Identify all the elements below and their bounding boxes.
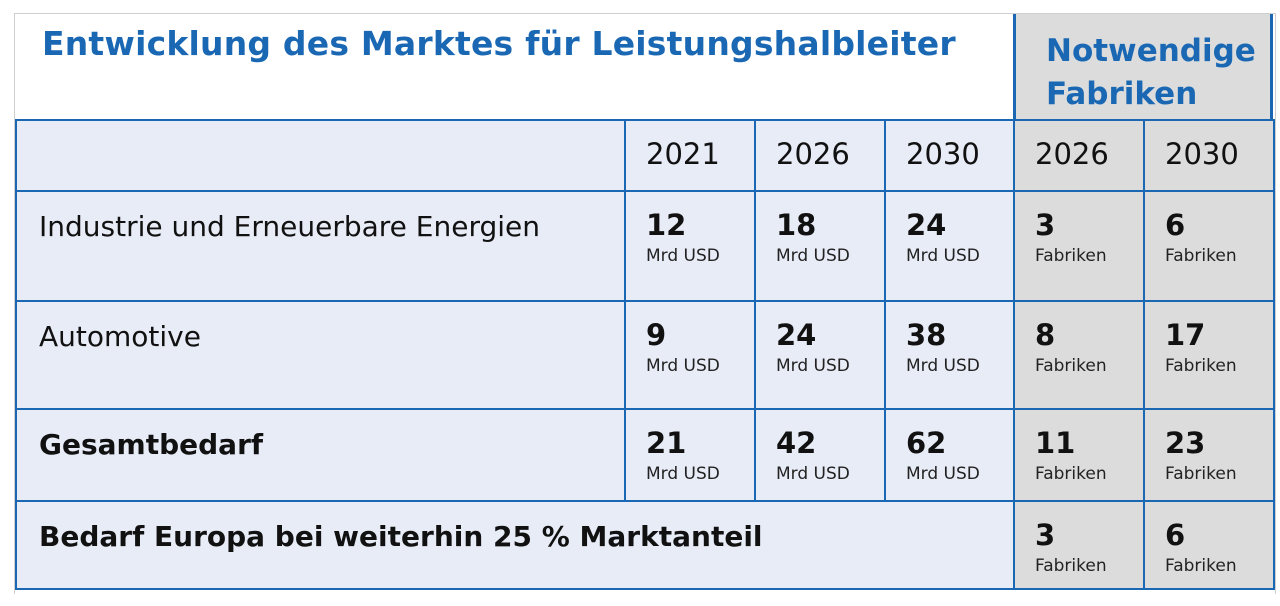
table-frame [14, 13, 1276, 594]
unit: Mrd USD [776, 356, 850, 376]
value-cell: 21 Mrd USD [625, 409, 755, 501]
row-label-text: Industrie und Erneuerbare Energien [39, 210, 541, 243]
market-table: 2021 2026 2030 2026 2030 Industrie und E… [15, 119, 1275, 590]
unit: Fabriken [1165, 556, 1237, 576]
row-label-text: Automotive [39, 320, 201, 353]
row-label-text: Bedarf Europa bei weiterhin 25 % Marktan… [39, 520, 763, 553]
header-year: 2026 [755, 120, 885, 191]
value: 23 [1165, 426, 1206, 460]
value: 38 [906, 318, 947, 352]
value: 3 [1035, 208, 1056, 242]
unit: Mrd USD [646, 356, 720, 376]
fab-cell: 17 Fabriken [1144, 301, 1274, 409]
unit: Fabriken [1165, 356, 1237, 376]
value-cell: 18 Mrd USD [755, 191, 885, 301]
fab-cell: 3 Fabriken [1014, 191, 1144, 301]
row-label: Gesamtbedarf [16, 409, 625, 501]
unit: Mrd USD [906, 464, 980, 484]
value: 3 [1035, 518, 1056, 552]
value: 17 [1165, 318, 1206, 352]
unit: Fabriken [1165, 246, 1237, 266]
unit: Mrd USD [776, 246, 850, 266]
unit: Fabriken [1035, 356, 1107, 376]
fabs-header: Notwendige Fabriken [1013, 14, 1273, 120]
fab-cell: 11 Fabriken [1014, 409, 1144, 501]
row-label-text: Gesamtbedarf [39, 428, 264, 461]
unit: Mrd USD [906, 356, 980, 376]
value-cell: 9 Mrd USD [625, 301, 755, 409]
fab-cell: 3 Fabriken [1014, 501, 1144, 589]
unit: Fabriken [1035, 556, 1107, 576]
year-label: 2030 [1165, 137, 1239, 171]
header-year: 2030 [1144, 120, 1274, 191]
unit: Fabriken [1165, 464, 1237, 484]
value-cell: 24 Mrd USD [755, 301, 885, 409]
header-year: 2030 [885, 120, 1014, 191]
unit: Mrd USD [646, 464, 720, 484]
value-cell: 62 Mrd USD [885, 409, 1014, 501]
year-label: 2021 [646, 137, 720, 171]
unit: Mrd USD [906, 246, 980, 266]
row-label: Automotive [16, 301, 625, 409]
row-label: Industrie und Erneuerbare Energien [16, 191, 625, 301]
value: 6 [1165, 518, 1186, 552]
header-empty-cell [16, 120, 625, 191]
year-label: 2030 [906, 137, 980, 171]
value: 9 [646, 318, 667, 352]
value: 6 [1165, 208, 1186, 242]
value: 24 [906, 208, 947, 242]
fab-cell: 6 Fabriken [1144, 191, 1274, 301]
unit: Fabriken [1035, 464, 1107, 484]
header-year: 2021 [625, 120, 755, 191]
value-cell: 42 Mrd USD [755, 409, 885, 501]
value-cell: 24 Mrd USD [885, 191, 1014, 301]
header-year: 2026 [1014, 120, 1144, 191]
year-label: 2026 [1035, 137, 1109, 171]
value: 24 [776, 318, 817, 352]
page-title: Entwicklung des Marktes für Leistungshal… [42, 24, 956, 63]
unit: Mrd USD [776, 464, 850, 484]
year-label: 2026 [776, 137, 850, 171]
value: 21 [646, 426, 687, 460]
value: 18 [776, 208, 817, 242]
fab-cell: 23 Fabriken [1144, 409, 1274, 501]
value: 8 [1035, 318, 1056, 352]
value: 42 [776, 426, 817, 460]
unit: Mrd USD [646, 246, 720, 266]
value-cell: 38 Mrd USD [885, 301, 1014, 409]
unit: Fabriken [1035, 246, 1107, 266]
value-cell: 12 Mrd USD [625, 191, 755, 301]
row-label: Bedarf Europa bei weiterhin 25 % Marktan… [16, 501, 1014, 589]
fabs-header-title: Notwendige Fabriken [1046, 33, 1256, 112]
value: 62 [906, 426, 947, 460]
fab-cell: 6 Fabriken [1144, 501, 1274, 589]
fab-cell: 8 Fabriken [1014, 301, 1144, 409]
value: 12 [646, 208, 687, 242]
value: 11 [1035, 426, 1076, 460]
